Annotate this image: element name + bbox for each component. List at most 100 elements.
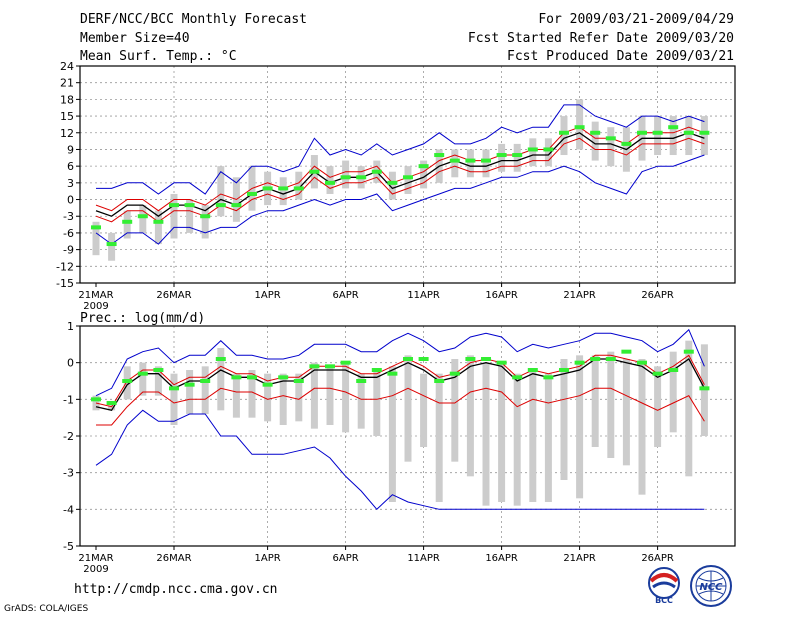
temp-observed-marker bbox=[356, 175, 367, 180]
grads-credit: GrADS: COLA/IGES bbox=[4, 604, 89, 614]
temp-observed-marker bbox=[387, 180, 398, 185]
prec-spread-bar bbox=[170, 373, 178, 425]
temp-observed-marker bbox=[200, 214, 211, 219]
website-url[interactable]: http://cmdp.ncc.cma.gov.cn bbox=[74, 582, 278, 597]
temp-observed-marker bbox=[278, 186, 289, 191]
temp-xtick-label: 21APR bbox=[563, 290, 596, 301]
prec-spread-bar bbox=[373, 370, 381, 436]
prec-spread-bar bbox=[466, 355, 474, 477]
precip-panel-title: Prec.: log(mm/d) bbox=[80, 311, 205, 326]
prec-observed-marker bbox=[356, 379, 367, 383]
temp-xtick-label: 11APR bbox=[407, 290, 440, 301]
temp-spread-bar bbox=[108, 232, 116, 261]
temp-spread-bar bbox=[201, 205, 209, 239]
prec-observed-marker bbox=[574, 360, 585, 365]
forecast-period: For 2009/03/21-2009/04/29 bbox=[538, 12, 734, 27]
temp-spread-bar bbox=[513, 143, 521, 172]
temp-observed-marker bbox=[699, 130, 710, 135]
temp-spread-bar bbox=[451, 149, 459, 178]
temp-observed-marker bbox=[605, 136, 616, 141]
temp-spread-bar bbox=[498, 143, 506, 172]
temp-observed-marker bbox=[153, 219, 164, 224]
member-size: Member Size=40 bbox=[80, 31, 190, 46]
temp-spread-bar bbox=[544, 138, 552, 167]
temp-spread-bar bbox=[482, 149, 490, 178]
prec-spread-bar bbox=[201, 366, 209, 414]
prec-ensemble-mean-line bbox=[95, 358, 705, 412]
prec-observed-marker bbox=[278, 375, 289, 380]
temp-observed-marker bbox=[590, 130, 601, 135]
temp-observed-marker bbox=[481, 158, 491, 163]
temp-observed-marker bbox=[637, 130, 647, 135]
prec-observed-marker bbox=[371, 368, 382, 372]
prec-spread-bar bbox=[482, 362, 490, 506]
temp-observed-marker bbox=[418, 164, 429, 169]
temp-spread-bar bbox=[217, 166, 225, 217]
prec-observed-marker bbox=[512, 375, 523, 380]
prec-observed-marker bbox=[543, 375, 554, 380]
temp-xtick-label: 1APR bbox=[255, 290, 281, 301]
temp-observed-marker bbox=[184, 203, 195, 208]
prec-xtick-label: 21APR bbox=[563, 553, 596, 564]
forecast-start-date: Fcst Started Refer Date 2009/03/20 bbox=[467, 31, 734, 46]
temp-spread-bar bbox=[170, 193, 178, 239]
temp-spread-bar bbox=[466, 149, 474, 178]
precipitation-panel: -5 -4 -3 -2 -1 0 1 21MAR 26MAR 1APR 6APR 11APR 16APR… bbox=[63, 320, 736, 575]
temp-ytick-label: -15 bbox=[56, 277, 74, 290]
prec-spread-bar bbox=[264, 373, 272, 422]
prec-observed-marker bbox=[699, 386, 710, 391]
temp-observed-marker bbox=[434, 153, 445, 158]
prec-observed-marker bbox=[122, 379, 133, 383]
prec-observed-marker bbox=[683, 349, 694, 354]
prec-observed-marker bbox=[481, 357, 491, 361]
temp-observed-marker bbox=[309, 169, 320, 174]
prec-observed-marker bbox=[293, 379, 304, 383]
prec-observed-marker bbox=[465, 357, 476, 361]
prec-observed-marker bbox=[449, 371, 460, 376]
prec-spread-bar bbox=[591, 355, 599, 447]
prec-spread-bar bbox=[622, 359, 630, 466]
prec-observed-marker bbox=[200, 379, 211, 383]
temp-observed-marker bbox=[403, 175, 413, 180]
temp-ytick-label: 3 bbox=[67, 177, 74, 190]
temp-xtick-label: 26MAR bbox=[156, 290, 191, 301]
temp-observed-marker bbox=[559, 130, 569, 135]
temp-ytick-label: 12 bbox=[60, 127, 74, 140]
prec-spread-bar bbox=[669, 351, 677, 433]
temp-observed-marker bbox=[122, 219, 133, 224]
prec-observed-marker bbox=[247, 375, 257, 380]
temp-lower-spread-line bbox=[95, 137, 705, 223]
temp-observed-marker bbox=[621, 141, 632, 146]
prec-ytick-label: -5 bbox=[63, 540, 74, 553]
temp-observed-marker bbox=[496, 153, 507, 158]
prec-plot-frame bbox=[79, 325, 736, 547]
temp-spread-bar bbox=[123, 210, 131, 239]
prec-observed-marker bbox=[184, 382, 195, 387]
temp-observed-marker bbox=[247, 191, 257, 196]
prec-ytick-label: -4 bbox=[63, 503, 74, 516]
prec-spread-bar bbox=[248, 370, 256, 418]
prec-observed-marker bbox=[418, 357, 429, 361]
temp-spread-bar bbox=[295, 171, 303, 200]
temp-ytick-label: -12 bbox=[56, 260, 74, 273]
temp-observed-marker bbox=[169, 203, 179, 208]
ncc-logo-label: NCC bbox=[699, 582, 723, 593]
prec-observed-marker bbox=[153, 368, 164, 372]
prec-spread-bar bbox=[638, 359, 646, 495]
temp-ytick-label: 24 bbox=[60, 60, 74, 73]
temp-observed-marker bbox=[465, 158, 476, 163]
prec-xtick-label: 16APR bbox=[485, 553, 518, 564]
temp-spread-bar bbox=[92, 221, 100, 256]
prec-upper-spread-line bbox=[95, 354, 705, 408]
temp-ytick-label: -3 bbox=[63, 210, 74, 223]
temp-spread-bar bbox=[186, 199, 194, 233]
temp-ytick-label: 21 bbox=[60, 77, 74, 90]
prec-spread-bar bbox=[544, 373, 552, 502]
prec-observed-marker bbox=[527, 368, 538, 372]
temp-member-max-line bbox=[96, 104, 705, 195]
temp-spread-bar bbox=[139, 205, 147, 233]
temp-spread-bar bbox=[388, 171, 396, 200]
temp-ensemble-mean-line bbox=[95, 132, 705, 217]
prec-spread-bar bbox=[279, 373, 287, 425]
prec-ytick-label: 1 bbox=[67, 320, 74, 333]
